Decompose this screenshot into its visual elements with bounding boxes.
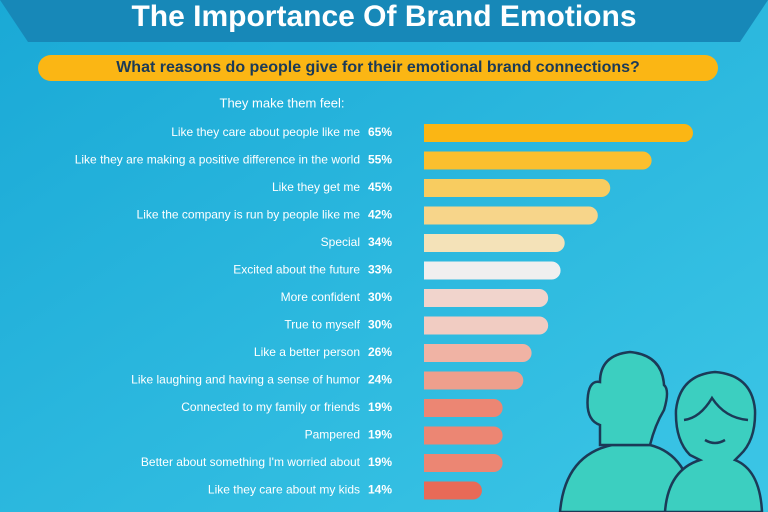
bar: [424, 344, 532, 362]
bar: [424, 316, 549, 335]
value-label: 33%: [368, 263, 392, 277]
value-label: 19%: [368, 428, 392, 442]
title-banner: [0, 0, 768, 42]
bar: [424, 151, 652, 170]
bar: [424, 426, 503, 445]
category-label: Like the company is run by people like m…: [137, 208, 361, 222]
bar: [424, 234, 565, 252]
category-label: Like laughing and having a sense of humo…: [131, 373, 360, 387]
category-label: Connected to my family or friends: [181, 400, 360, 414]
value-label: 19%: [368, 400, 392, 414]
value-label: 19%: [368, 455, 392, 469]
value-label: 42%: [368, 208, 392, 222]
value-label: 26%: [368, 345, 392, 359]
category-label: More confident: [281, 290, 361, 304]
value-label: 55%: [368, 153, 392, 167]
category-label: Excited about the future: [233, 263, 360, 277]
value-label: 14%: [368, 483, 392, 497]
subtitle-pill: [38, 55, 718, 81]
category-label: Like a better person: [254, 345, 360, 359]
bar: [424, 206, 598, 225]
value-label: 30%: [368, 290, 392, 304]
value-label: 24%: [368, 373, 392, 387]
category-label: Like they care about my kids: [208, 483, 360, 497]
bar: [424, 124, 693, 142]
category-label: Like they get me: [272, 180, 360, 194]
category-label: Like they are making a positive differen…: [75, 153, 360, 167]
bar: [424, 371, 524, 390]
category-label: Like they care about people like me: [171, 125, 360, 139]
bar: [424, 179, 611, 197]
category-label: Better about something I'm worried about: [141, 455, 361, 469]
value-label: 65%: [368, 125, 392, 139]
bar: [424, 481, 482, 500]
value-label: 30%: [368, 318, 392, 332]
category-header: They make them feel:: [220, 95, 345, 110]
value-label: 34%: [368, 235, 392, 249]
category-label: True to myself: [284, 318, 360, 332]
category-label: Pampered: [305, 428, 360, 442]
bar: [424, 454, 503, 472]
bar: [424, 261, 561, 280]
people-illustration: [558, 350, 764, 512]
bar: [424, 399, 503, 417]
value-label: 45%: [368, 180, 392, 194]
category-label: Special: [321, 235, 360, 249]
chart-subtitle: What reasons do people give for their em…: [116, 59, 640, 76]
bar: [424, 289, 549, 307]
chart-title: The Importance Of Brand Emotions: [131, 0, 636, 33]
